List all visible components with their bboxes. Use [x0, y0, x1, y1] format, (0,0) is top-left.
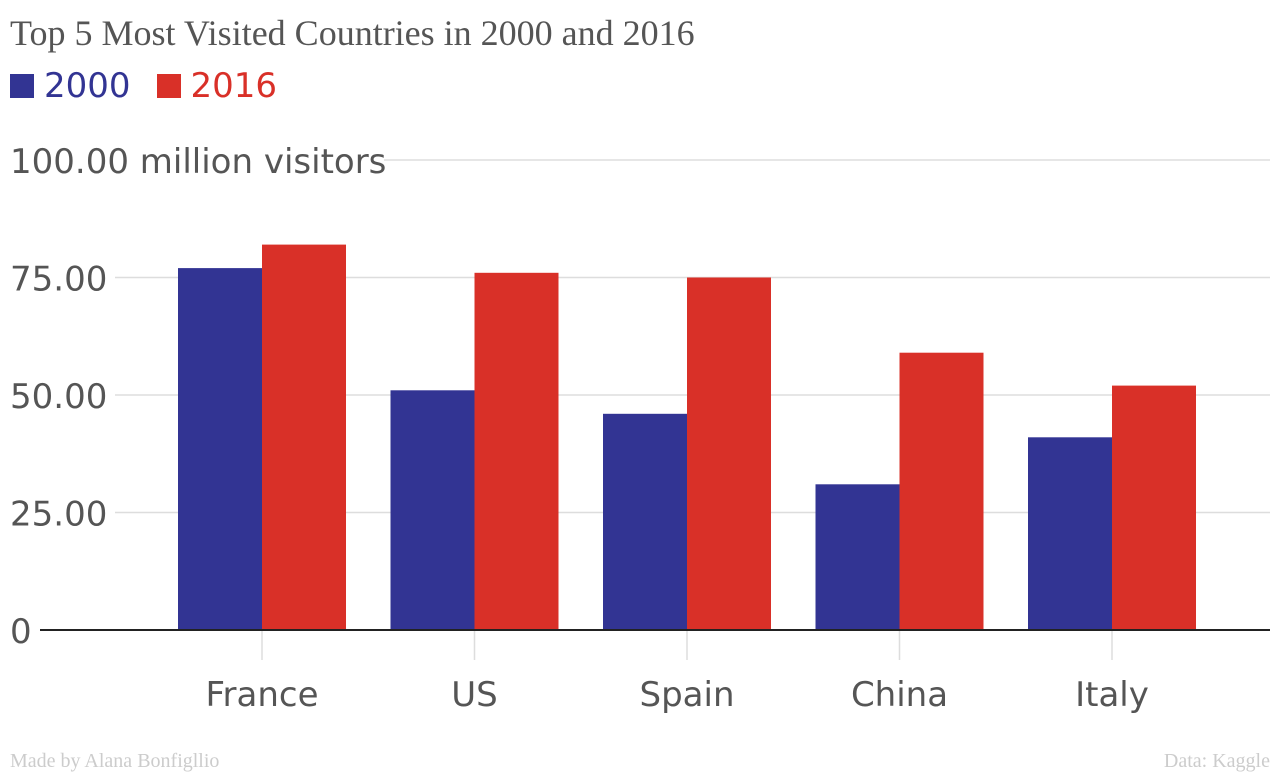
bar-france-2016	[262, 244, 346, 630]
x-tick-label: US	[451, 675, 497, 715]
bar-spain-2016	[687, 277, 771, 630]
footer-credit: Made by Alana Bonfigllio	[10, 750, 220, 772]
legend-swatch-2000	[10, 74, 34, 98]
bar-us-2000	[390, 390, 475, 630]
bar-china-2000	[815, 484, 900, 630]
bar-france-2000	[178, 268, 262, 630]
bar-italy-2016	[1112, 385, 1196, 630]
x-tick-label: Spain	[640, 675, 735, 715]
bar-china-2016	[899, 352, 984, 630]
x-tick-label: France	[205, 675, 318, 715]
bar-spain-2000	[603, 413, 687, 630]
legend-item-2016: 2016	[156, 66, 278, 106]
y-tick-label: 50.00	[10, 377, 107, 417]
y-tick-label: 25.00	[10, 495, 107, 535]
y-tick-label: 100.00 million visitors	[10, 142, 386, 182]
y-tick-label: 75.00	[10, 260, 107, 300]
x-tick-label: China	[851, 675, 948, 715]
legend-label-2016: 2016	[190, 66, 278, 106]
y-tick-label: 0	[10, 612, 32, 652]
chart-title: Top 5 Most Visited Countries in 2000 and…	[10, 13, 695, 53]
x-tick-label: Italy	[1075, 675, 1149, 715]
legend: 2000 2016	[10, 66, 303, 106]
footer-source: Data: Kaggle	[1163, 750, 1270, 772]
bar-italy-2000	[1028, 437, 1112, 630]
legend-item-2000: 2000	[10, 66, 131, 106]
legend-label-2000: 2000	[44, 66, 131, 106]
bar-us-2016	[474, 272, 559, 630]
legend-swatch-2016	[156, 74, 181, 98]
